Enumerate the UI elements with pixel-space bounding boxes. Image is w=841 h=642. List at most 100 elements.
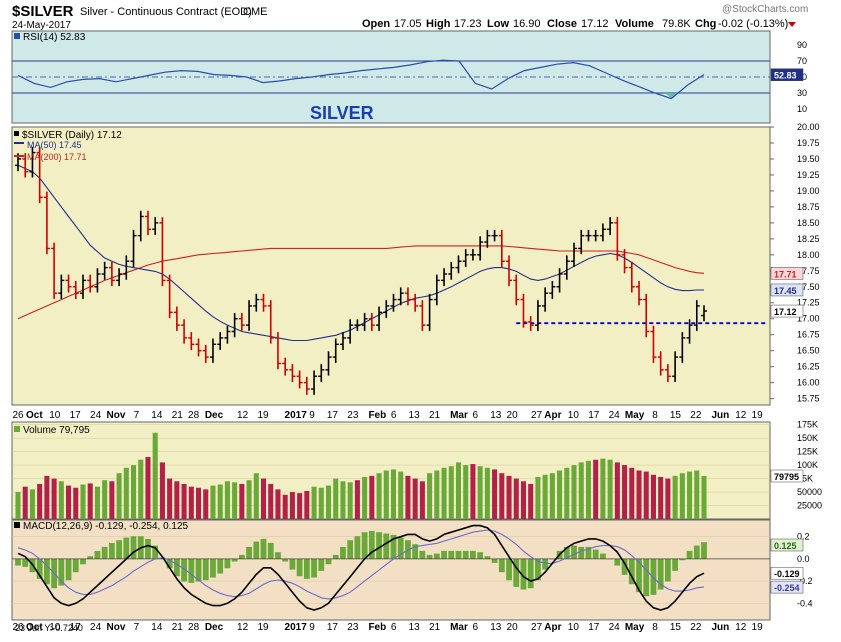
- price-bar: [390, 293, 397, 312]
- volume-bar: [340, 481, 346, 519]
- price-bar: [166, 274, 173, 319]
- volume-bar: [87, 483, 93, 519]
- volume-bar: [66, 485, 72, 519]
- price-bar: [58, 274, 65, 299]
- price-bar: [282, 357, 289, 376]
- macd-histogram-bar: [441, 550, 447, 559]
- volume-bar: [282, 494, 288, 519]
- volume-bar: [535, 476, 541, 519]
- macd-histogram-bar: [354, 536, 361, 559]
- open-label: Open: [362, 18, 390, 30]
- macd-tick-2: -0.2: [797, 576, 813, 586]
- volume-bar: [44, 475, 50, 519]
- price-panel: 20.00 19.75 19.50 19.25 19.00 18.75 18.50 18.25…: [11, 122, 820, 421]
- macd-histogram-bar: [397, 537, 404, 559]
- volume-bar: [585, 460, 591, 519]
- date-tick-10: 10: [49, 410, 61, 421]
- macd-date-tick-20: 20: [507, 622, 519, 633]
- macd-histogram-bar: [693, 545, 700, 559]
- volume-bar: [549, 473, 555, 519]
- macd-date-tick-10: 10: [568, 622, 580, 633]
- date-tick-24: 24: [90, 410, 102, 421]
- volume-bar: [354, 480, 360, 519]
- price-bar: [224, 325, 231, 344]
- date-tick-20: 20: [507, 410, 519, 421]
- price-bar: [462, 249, 469, 267]
- price-bar: [72, 281, 79, 299]
- volume-bar: [629, 467, 635, 519]
- volume-label: Volume: [615, 18, 654, 30]
- price-bar: [274, 332, 281, 370]
- volume-panel: 175K 150K 125K 100K 75K 50000 25000 79795: [11, 420, 822, 520]
- macd-histogram-bar: [246, 546, 252, 559]
- macd-histogram-bar: [571, 545, 577, 559]
- volume-bar: [37, 483, 43, 519]
- volume-bar: [181, 483, 187, 519]
- volume-bar: [694, 470, 700, 519]
- macd-histogram-bar: [130, 536, 137, 559]
- ma50-last-value: 17.45: [774, 286, 797, 296]
- macd-date-tick-12: 12: [237, 622, 249, 633]
- macd-date-tick-6: 6: [391, 622, 397, 633]
- date-tick-21: 21: [429, 410, 441, 421]
- price-bar: [339, 332, 346, 351]
- volume-bar: [275, 489, 281, 519]
- macd-date-tick-24: 24: [609, 622, 621, 633]
- macd-histogram-bar: [628, 558, 635, 585]
- chg-label: Chg: [695, 18, 716, 30]
- price-bar: [318, 364, 325, 382]
- volume-bar: [650, 474, 656, 519]
- macd-histogram-bar: [563, 546, 570, 559]
- price-bar: [513, 274, 520, 306]
- macd-histogram-bar: [318, 558, 325, 571]
- volume-bar: [419, 481, 425, 519]
- volume-bar: [304, 490, 310, 519]
- macd-histogram-bar: [253, 541, 260, 559]
- price-bar: [426, 293, 433, 331]
- price-bar: [181, 319, 188, 344]
- macd-histogram-bar: [282, 558, 289, 562]
- macd-date-tick-10: 10: [49, 622, 61, 633]
- volume-bar: [246, 480, 252, 519]
- price-bar: [534, 300, 541, 331]
- price-bar: [144, 210, 151, 236]
- macd-histogram-bar: [376, 532, 382, 559]
- price-bar: [527, 316, 534, 331]
- macd-line: [17, 524, 705, 611]
- macd-date-tick-22: 22: [690, 622, 702, 633]
- price-tick-15.75: 15.75: [797, 394, 820, 404]
- volume-bar: [607, 459, 613, 519]
- macd-signal-last-value-box: [770, 580, 804, 594]
- macd-histogram-bar: [672, 558, 679, 571]
- price-bar: [657, 351, 664, 376]
- price-bar: [650, 325, 657, 363]
- price-bar: [332, 338, 339, 363]
- price-bar: [94, 268, 101, 293]
- price-bar: [354, 319, 361, 331]
- price-tick-18: 18.00: [797, 250, 820, 260]
- macd-signal-line: [17, 529, 705, 600]
- volume-bar: [80, 484, 86, 519]
- date-tick-Jun: Jun: [711, 410, 729, 421]
- date-tick-26: 26: [12, 410, 24, 421]
- rsi-line: [17, 59, 705, 100]
- price-tick-16.25: 16.25: [797, 362, 820, 372]
- price-bar: [701, 305, 707, 322]
- volume-bar: [51, 478, 57, 519]
- price-bar: [506, 255, 513, 287]
- volume-bar: [131, 465, 137, 519]
- price-bar: [51, 242, 58, 299]
- volume-bar: [564, 467, 570, 519]
- macd-date-tick-15: 15: [670, 622, 682, 633]
- symbol-description: Silver - Continuous Contract (EOD): [80, 6, 252, 18]
- volume-tick-6: 25000: [797, 501, 822, 511]
- price-tick-20: 20.00: [797, 122, 820, 132]
- price-bar: [520, 293, 527, 328]
- date-tick-10: 10: [568, 410, 580, 421]
- macd-last-value: -0.129: [774, 569, 800, 579]
- price-bar: [592, 229, 599, 242]
- macd-date-tick-Jun: Jun: [711, 622, 729, 633]
- volume-legend-swatch: [14, 426, 20, 432]
- date-tick-May: May: [625, 410, 645, 421]
